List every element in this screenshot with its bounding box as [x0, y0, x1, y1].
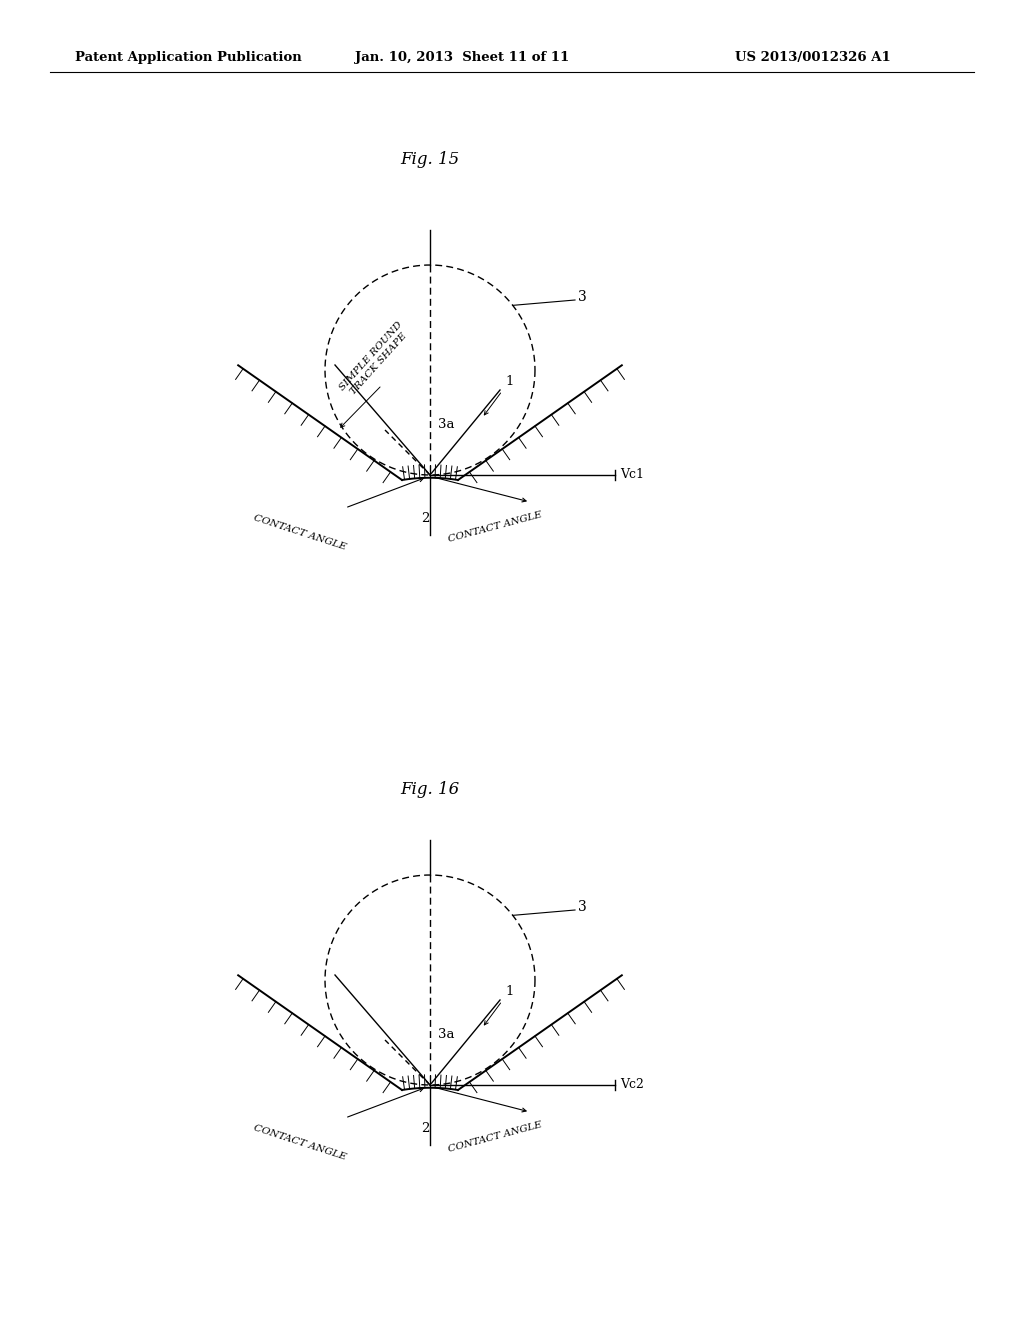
Text: Patent Application Publication: Patent Application Publication [75, 51, 302, 65]
Text: 3: 3 [578, 290, 587, 304]
Text: CONTACT ANGLE: CONTACT ANGLE [447, 1121, 543, 1154]
Text: Fig. 16: Fig. 16 [400, 781, 460, 799]
Text: CONTACT ANGLE: CONTACT ANGLE [447, 511, 543, 544]
Text: 1: 1 [484, 375, 513, 414]
Text: SIMPLE ROUND
TRACK SHAPE: SIMPLE ROUND TRACK SHAPE [338, 321, 413, 400]
Text: CONTACT ANGLE: CONTACT ANGLE [253, 1123, 347, 1162]
Text: 3a: 3a [438, 1028, 455, 1041]
Text: 3: 3 [578, 900, 587, 913]
Text: Jan. 10, 2013  Sheet 11 of 11: Jan. 10, 2013 Sheet 11 of 11 [355, 51, 569, 65]
Text: Fig. 15: Fig. 15 [400, 152, 460, 169]
Text: Vc1: Vc1 [620, 469, 644, 482]
Text: 2: 2 [421, 511, 429, 524]
Text: US 2013/0012326 A1: US 2013/0012326 A1 [735, 51, 891, 65]
Text: Vc2: Vc2 [620, 1078, 644, 1092]
Text: 1: 1 [484, 985, 513, 1024]
Text: CONTACT ANGLE: CONTACT ANGLE [253, 513, 347, 552]
Text: 3a: 3a [438, 418, 455, 432]
Text: 2: 2 [421, 1122, 429, 1134]
